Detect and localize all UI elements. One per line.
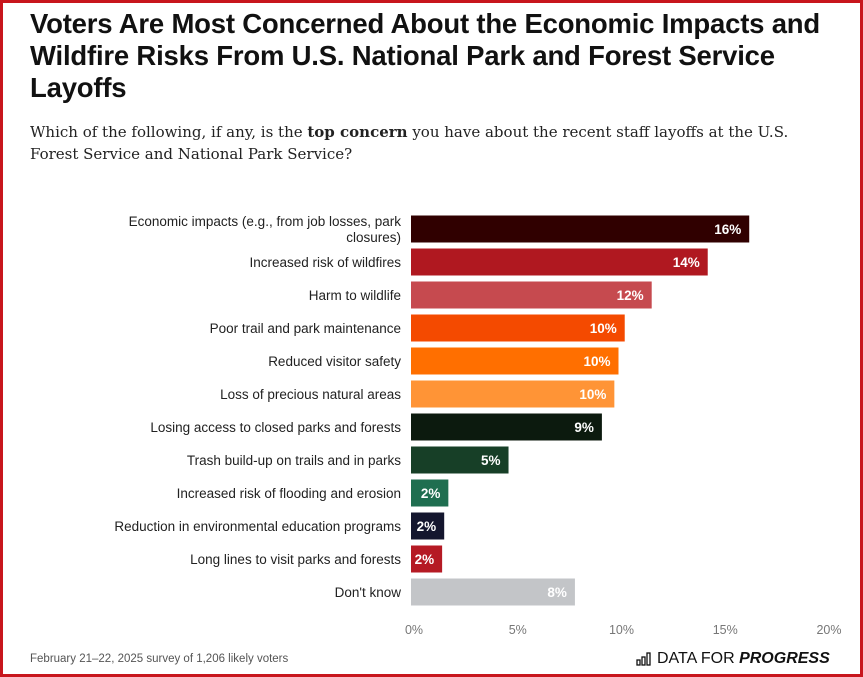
bar xyxy=(411,248,708,276)
data-label: 14% xyxy=(673,255,700,270)
bar xyxy=(411,380,615,408)
x-tick-label: 5% xyxy=(509,623,527,637)
bar xyxy=(411,446,509,474)
bar xyxy=(411,314,625,342)
category-label: Harm to wildlife xyxy=(309,288,401,303)
category-label: Loss of precious natural areas xyxy=(220,387,401,402)
category-label: Increased risk of flooding and erosion xyxy=(177,486,401,501)
data-label: 16% xyxy=(714,222,741,237)
data-label: 8% xyxy=(547,585,567,600)
category-label: Losing access to closed parks and forest… xyxy=(150,420,401,435)
x-tick-label: 15% xyxy=(713,623,738,637)
source-note: February 21–22, 2025 survey of 1,206 lik… xyxy=(30,653,289,665)
category-label: Economic impacts (e.g., from job losses,… xyxy=(129,214,402,229)
category-label: Increased risk of wildfires xyxy=(249,255,401,270)
category-label: closures) xyxy=(346,230,401,245)
x-tick-label: 10% xyxy=(609,623,634,637)
bar-chart-icon xyxy=(636,652,651,666)
category-label: Poor trail and park maintenance xyxy=(210,321,401,336)
x-tick-label: 0% xyxy=(405,623,423,637)
data-label: 10% xyxy=(583,354,610,369)
data-for-progress-logo: DATA FOR PROGRESS xyxy=(636,650,830,668)
bar xyxy=(411,479,449,507)
data-label: 10% xyxy=(590,321,617,336)
x-tick-label: 20% xyxy=(816,623,841,637)
category-label: Long lines to visit parks and forests xyxy=(190,552,401,567)
bar xyxy=(411,347,619,375)
data-label: 2% xyxy=(415,552,435,567)
bar xyxy=(411,413,602,441)
bar xyxy=(411,512,445,540)
data-label: 9% xyxy=(574,420,594,435)
category-label: Reduction in environmental education pro… xyxy=(114,519,401,534)
chart-subtitle: Which of the following, if any, is the t… xyxy=(30,123,789,163)
category-label: Trash build-up on trails and in parks xyxy=(187,453,401,468)
bar xyxy=(411,578,575,606)
chart-title: Voters Are Most Concerned About the Econ… xyxy=(30,8,820,103)
data-label: 10% xyxy=(579,387,606,402)
bar xyxy=(411,281,652,309)
data-label: 12% xyxy=(617,288,644,303)
data-label: 5% xyxy=(481,453,501,468)
data-label: 2% xyxy=(417,519,437,534)
data-label: 2% xyxy=(421,486,441,501)
bar xyxy=(411,215,750,243)
category-label: Don't know xyxy=(335,585,402,600)
category-label: Reduced visitor safety xyxy=(268,354,401,369)
bar xyxy=(411,545,443,573)
